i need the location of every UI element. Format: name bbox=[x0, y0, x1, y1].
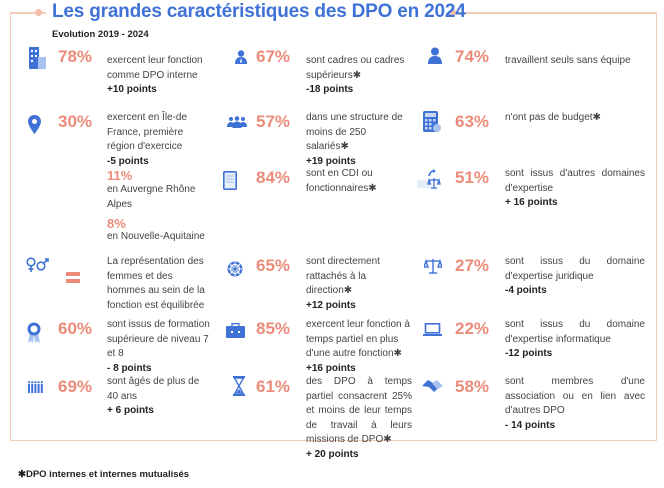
page-title: Les grandes caractéristiques des DPO en … bbox=[52, 1, 466, 22]
stat-percent: 63% bbox=[455, 112, 490, 131]
people-row-icon bbox=[28, 381, 43, 393]
stat-percent: 60% bbox=[58, 319, 93, 338]
stat-percent: 27% bbox=[455, 256, 490, 275]
stat-text: travaillent seuls sans équipe bbox=[505, 54, 650, 69]
stat-text: La représentation des femmes et des homm… bbox=[107, 255, 212, 313]
calculator-icon bbox=[423, 111, 441, 132]
stat-text: sont membres d'une association ou en lie… bbox=[505, 375, 645, 433]
frame bbox=[10, 12, 657, 441]
stat-percent: 51% bbox=[455, 168, 490, 187]
stat-change: -18 points bbox=[306, 84, 354, 95]
scale-arrow-icon bbox=[417, 169, 441, 189]
stat-description: des DPO à temps partiel consacrent 25% e… bbox=[306, 376, 412, 445]
stat-change: -5 points bbox=[107, 155, 149, 167]
stat-text: sont en CDI ou fonctionnaires✱ bbox=[306, 167, 411, 196]
stat-text: sont directement rattachés à la directio… bbox=[306, 255, 411, 313]
person-icon bbox=[428, 47, 442, 64]
stat-description: sont issus de formation supérieure de ni… bbox=[107, 319, 210, 359]
dot-left bbox=[35, 9, 42, 16]
hourglass-icon bbox=[233, 376, 245, 396]
stat-change: -4 points bbox=[505, 285, 547, 296]
stat-change: - 14 points bbox=[505, 419, 556, 431]
location-pin-icon bbox=[28, 115, 41, 134]
stat-description: sont en CDI ou fonctionnaires✱ bbox=[306, 168, 377, 194]
stat-percent: 67% bbox=[256, 47, 291, 66]
stat-percent: 61% bbox=[256, 377, 291, 396]
stat-change: + 16 points bbox=[505, 197, 558, 208]
award-icon bbox=[27, 322, 41, 343]
stat-change: -12 points bbox=[505, 348, 553, 359]
frame-top-right bbox=[452, 12, 657, 14]
stat-text: dans une structure de moins de 250 salar… bbox=[306, 111, 411, 169]
stat-percent: 65% bbox=[256, 256, 291, 275]
stat-text: n'ont pas de budget✱ bbox=[505, 111, 650, 126]
stat-percent: 8% bbox=[107, 216, 126, 231]
scale-icon bbox=[424, 258, 442, 274]
stat-description: sont âgés de plus de 40 ans bbox=[107, 376, 200, 402]
stat-description: sont directement rattachés à la directio… bbox=[306, 256, 380, 296]
stat-text: sont issus de formation supérieure de ni… bbox=[107, 318, 212, 376]
stat-text: en Auvergne Rhône Alpes bbox=[107, 183, 207, 212]
stat-description: travaillent seuls sans équipe bbox=[505, 55, 631, 66]
stat-percent: 69% bbox=[58, 377, 93, 396]
stat-description: sont issus d'autres domaines d'expertise bbox=[505, 168, 645, 194]
stat-percent: 85% bbox=[256, 319, 291, 338]
stat-percent: 78% bbox=[58, 47, 93, 66]
stat-text: des DPO à temps partiel consacrent 25% e… bbox=[306, 375, 412, 462]
document-icon bbox=[223, 171, 237, 190]
stat-description: n'ont pas de budget✱ bbox=[505, 112, 601, 123]
stat-percent: 74% bbox=[455, 47, 490, 66]
stat-text: sont issus du domaine d'expertise inform… bbox=[505, 318, 645, 362]
dot-right bbox=[449, 9, 456, 16]
stat-description: en Auvergne Rhône Alpes bbox=[107, 184, 196, 210]
stat-text: sont issus d'autres domaines d'expertise… bbox=[505, 167, 645, 211]
stat-text: exercent leur fonction comme DPO interne… bbox=[107, 54, 212, 98]
stat-change: - 8 points bbox=[107, 362, 152, 374]
stat-percent: 22% bbox=[455, 319, 490, 338]
stat-text: sont âgés de plus de 40 ans + 6 points bbox=[107, 375, 212, 419]
subtitle: Evolution 2019 - 2024 bbox=[52, 29, 149, 40]
group-icon bbox=[227, 116, 247, 128]
stat-percent: 58% bbox=[455, 377, 490, 396]
stat-change: +12 points bbox=[306, 299, 356, 311]
stat-change: +10 points bbox=[107, 84, 157, 95]
briefcase-icon bbox=[226, 323, 245, 338]
stat-percent: 57% bbox=[256, 112, 291, 131]
stat-change: + 20 points bbox=[306, 448, 359, 460]
stat-text: exercent leur fonction à temps partiel e… bbox=[306, 318, 411, 376]
person-tie-icon bbox=[235, 50, 247, 64]
stat-text: en Nouvelle-Aquitaine bbox=[107, 230, 227, 245]
stat-percent: 84% bbox=[256, 168, 291, 187]
stat-percent: 30% bbox=[58, 112, 93, 131]
handshake-icon bbox=[422, 380, 443, 392]
gender-icon bbox=[26, 257, 49, 272]
laptop-icon bbox=[423, 323, 442, 336]
stat-change: +19 points bbox=[306, 155, 356, 167]
building-icon bbox=[29, 47, 46, 69]
stat-percent: 11% bbox=[107, 168, 133, 183]
helm-icon bbox=[227, 261, 243, 277]
stat-description: exercent en Île-de France, première régi… bbox=[107, 112, 188, 152]
stat-text: exercent en Île-de France, première régi… bbox=[107, 111, 207, 169]
stat-description: exercent leur fonction à temps partiel e… bbox=[306, 319, 410, 359]
stat-change: + 6 points bbox=[107, 405, 154, 416]
stat-description: sont cadres ou cadres supérieurs✱ bbox=[306, 55, 405, 81]
stat-description: sont membres d'une association ou en lie… bbox=[505, 376, 645, 416]
stat-description: en Nouvelle-Aquitaine bbox=[107, 231, 205, 242]
stat-text: sont issus du domaine d'expertise juridi… bbox=[505, 255, 645, 299]
stat-description: exercent leur fonction comme DPO interne bbox=[107, 55, 203, 81]
stat-description: sont issus du domaine d'expertise inform… bbox=[505, 319, 645, 345]
stat-description: La représentation des femmes et des homm… bbox=[107, 256, 205, 311]
stat-text: sont cadres ou cadres supérieurs✱ -18 poi… bbox=[306, 54, 411, 98]
stat-description: sont issus du domaine d'expertise juridi… bbox=[505, 256, 645, 282]
frame-top-left bbox=[10, 12, 46, 14]
footnote: ✱DPO internes et internes mutualisés bbox=[18, 469, 190, 480]
equal-icon bbox=[66, 272, 80, 286]
stat-change: +16 points bbox=[306, 362, 356, 374]
stat-description: dans une structure de moins de 250 salar… bbox=[306, 112, 403, 152]
